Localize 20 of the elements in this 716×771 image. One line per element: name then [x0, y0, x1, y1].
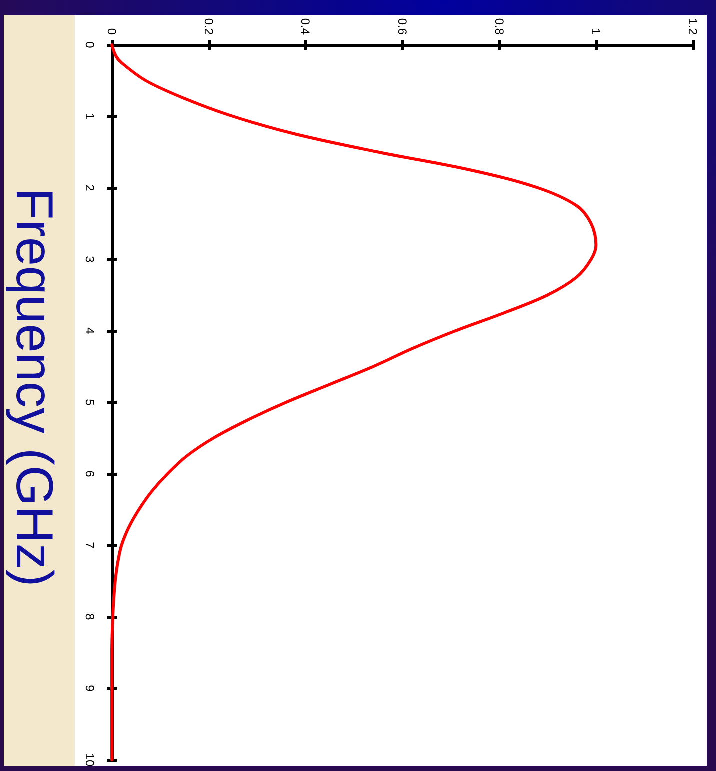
y-tick-label: 6: [83, 470, 97, 478]
x-tick-label: 0.6: [396, 18, 410, 36]
x-tick-label: 1.2: [686, 18, 700, 36]
y-tick-label: 0: [83, 42, 97, 49]
y-tick-label: 2: [83, 184, 97, 192]
x-tick-label: 0: [105, 28, 119, 36]
y-tick-label: 7: [83, 542, 97, 550]
y-tick-label: 5: [83, 399, 97, 406]
y-tick-label: 10: [83, 753, 97, 767]
x-tick-label: 0.8: [492, 18, 506, 36]
y-axis-title: Frequency (GHz): [5, 188, 63, 587]
y-tick-label: 3: [83, 256, 97, 264]
y-tick-label: 9: [83, 685, 97, 692]
y-tick-label: 8: [83, 614, 97, 621]
x-tick-label: 0.2: [202, 18, 216, 36]
y-tick-label: 1: [83, 113, 97, 120]
x-tick-label: 0.4: [298, 18, 313, 36]
x-tick-label: 1: [589, 28, 604, 36]
y-tick-label: 4: [83, 328, 97, 335]
line-series: [110, 44, 598, 762]
